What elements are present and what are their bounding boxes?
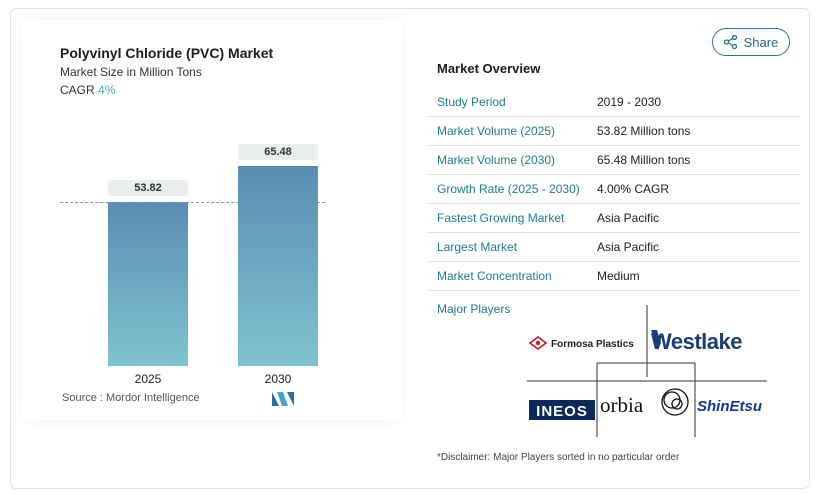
overview-row-value: Asia Pacific — [597, 240, 660, 254]
source-text: Source : Mordor Intelligence — [62, 392, 200, 404]
overview-table: Study Period 2019 - 2030 Market Volume (20… — [427, 88, 800, 291]
share-button[interactable]: Share — [712, 28, 790, 56]
disclaimer-text: *Disclaimer: Major Players sorted in no … — [437, 452, 680, 463]
overview-row-key: Market Volume (2025) — [437, 124, 556, 138]
overview-row-key: Growth Rate (2025 - 2030) — [437, 182, 580, 196]
chart-subtitle: Market Size in Million Tons — [60, 65, 202, 79]
overview-row-value: 2019 - 2030 — [597, 95, 662, 109]
orbia-text: orbia — [600, 393, 644, 417]
bar-chart: 53.82 2025 65.48 2030 — [0, 0, 380, 400]
overview-row-key: Market Concentration — [437, 269, 552, 283]
overview-row-value: 53.82 Million tons — [597, 124, 691, 138]
overview-row-key: Fastest Growing Market — [437, 211, 565, 225]
shinetsu-text: ShinEtsu — [697, 398, 762, 415]
cagr-label: CAGR 4% — [60, 83, 116, 97]
westlake-logo: Westlake — [651, 329, 743, 354]
overview-row: Market Concentration Medium — [427, 262, 800, 291]
reference-dashed-line — [60, 201, 325, 203]
ineos-logo: INEOS — [529, 400, 595, 420]
overview-row-value: Medium — [597, 269, 640, 283]
share-label: Share — [743, 34, 779, 50]
overview-row-value: Asia Pacific — [597, 211, 660, 225]
x-tick-label: 2030 — [264, 372, 292, 386]
orbia-logo: orbia — [600, 388, 689, 417]
market-overview-title: Market Overview — [437, 61, 541, 76]
formosa-plastics-logo: Formosa Plastics — [528, 336, 634, 350]
major-players-logos: Formosa Plastics Westlake INEOS orbia Sh… — [527, 305, 767, 437]
overview-row: Study Period 2019 - 2030 — [427, 88, 800, 117]
overview-row: Growth Rate (2025 - 2030) 4.00% CAGR — [427, 175, 800, 204]
overview-row: Market Volume (2030) 65.48 Million tons — [427, 146, 800, 175]
major-players-title: Major Players — [437, 302, 511, 316]
bar-2030 — [238, 166, 318, 366]
westlake-text: Westlake — [651, 329, 742, 354]
bar-2025 — [108, 201, 188, 366]
overview-row: Market Volume (2025) 53.82 Million tons — [427, 117, 800, 146]
bar-value-label: 53.82 — [108, 179, 188, 196]
overview-row-key: Study Period — [437, 95, 506, 109]
chart-title: Polyvinyl Chloride (PVC) Market — [60, 45, 274, 61]
x-tick-label: 2025 — [134, 372, 162, 386]
overview-row: Largest Market Asia Pacific — [427, 233, 800, 262]
formosa-plastics-text: Formosa Plastics — [551, 339, 634, 350]
cagr-value: 4% — [98, 83, 116, 97]
overview-row-value: 65.48 Million tons — [597, 153, 691, 167]
chart-card — [22, 20, 402, 420]
bar-value-label: 65.48 — [238, 144, 318, 161]
shinetsu-logo: ShinEtsu — [697, 398, 762, 415]
overview-row: Fastest Growing Market Asia Pacific — [427, 204, 800, 233]
overview-row-key: Largest Market — [437, 240, 518, 254]
overview-row-value: 4.00% CAGR — [597, 182, 670, 196]
ineos-text: INEOS — [536, 403, 588, 420]
overview-row-key: Market Volume (2030) — [437, 153, 556, 167]
share-icon — [723, 35, 737, 49]
mordor-intelligence-logo — [272, 392, 294, 406]
